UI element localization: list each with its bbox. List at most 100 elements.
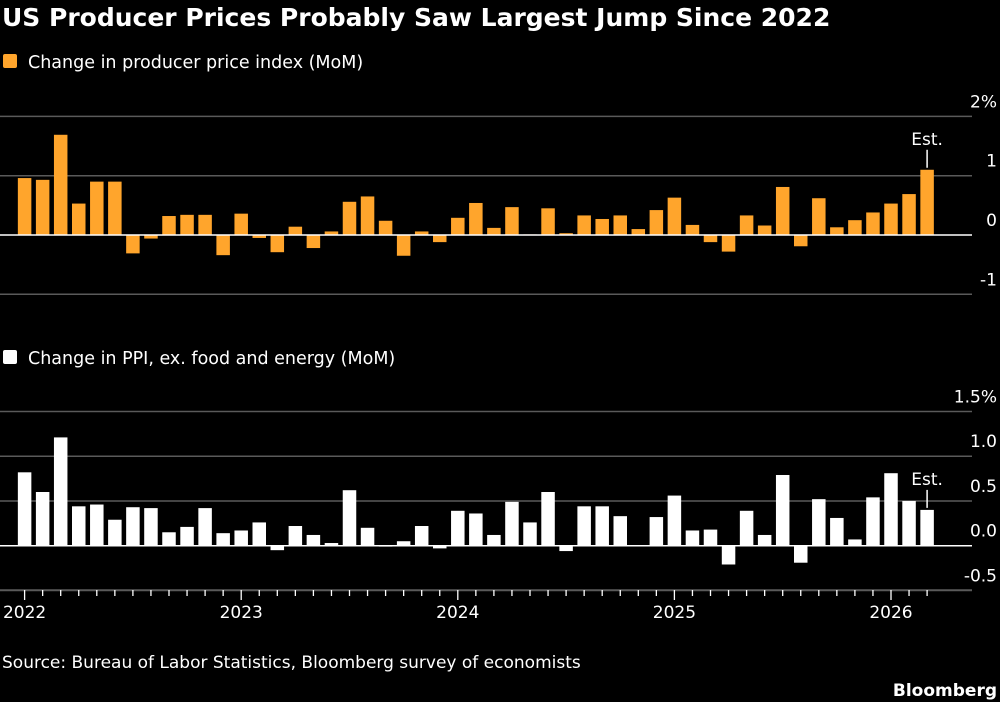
y-tick-label: 0.0 <box>970 522 997 542</box>
bar <box>721 545 736 565</box>
bloomberg-logo: Bloomberg <box>893 681 997 701</box>
y-tick-label: 1 <box>986 152 997 172</box>
bar <box>378 220 393 235</box>
bar <box>505 501 519 546</box>
bar <box>685 530 700 546</box>
bar <box>451 510 465 546</box>
bar <box>198 508 212 546</box>
bar <box>613 516 627 546</box>
bar <box>72 506 86 546</box>
bar <box>17 178 32 235</box>
bar <box>884 473 898 546</box>
annotation-est: Est. <box>911 130 943 150</box>
bar <box>830 227 844 235</box>
bar <box>757 534 772 546</box>
bar <box>144 508 158 546</box>
bar <box>703 235 718 243</box>
bar <box>559 545 573 552</box>
bar <box>469 513 483 546</box>
bar <box>613 215 627 235</box>
bar <box>396 235 411 256</box>
bar <box>541 492 555 546</box>
bar <box>108 519 122 546</box>
bar <box>90 181 104 235</box>
bar <box>53 437 68 546</box>
bar <box>577 506 591 546</box>
y-tick-label: 0 <box>986 211 997 231</box>
bar <box>775 186 790 235</box>
source-note: Source: Bureau of Labor Statistics, Bloo… <box>2 653 581 673</box>
bar <box>866 497 880 546</box>
bar <box>342 201 357 235</box>
bar <box>433 545 447 549</box>
bar <box>180 526 194 546</box>
bar <box>288 526 303 546</box>
bar <box>414 231 429 235</box>
bar <box>505 207 519 235</box>
y-tick-label: 1.5% <box>954 387 997 407</box>
bar <box>577 215 591 235</box>
bar <box>866 212 880 235</box>
bar <box>541 208 555 235</box>
bar <box>234 530 248 546</box>
bar <box>902 500 916 546</box>
y-tick-label: -0.5 <box>964 566 997 586</box>
bar <box>53 134 68 235</box>
y-tick-label: 0.5 <box>970 477 997 497</box>
bar <box>559 233 573 235</box>
legend-swatch-ppi <box>3 54 17 68</box>
bar <box>414 526 429 546</box>
bar <box>162 532 176 546</box>
bar <box>703 529 718 546</box>
bar <box>35 179 50 235</box>
bar <box>433 235 447 243</box>
bar <box>487 227 501 235</box>
bar <box>595 506 609 546</box>
bar <box>667 197 682 235</box>
bar <box>360 527 375 546</box>
bar <box>920 509 934 546</box>
bar <box>902 194 916 235</box>
y-tick-label: 2% <box>970 92 997 112</box>
annotation-est: Est. <box>911 470 943 490</box>
bar <box>126 507 140 546</box>
bar <box>306 235 321 249</box>
bar <box>848 220 862 235</box>
bar <box>144 235 158 239</box>
bar <box>721 235 736 252</box>
bar <box>324 543 339 546</box>
bar <box>35 492 50 546</box>
bar <box>812 198 826 235</box>
x-tick-label: 2024 <box>436 603 479 623</box>
bar <box>396 541 411 546</box>
bar <box>198 214 212 235</box>
y-tick-label: -1 <box>980 270 997 290</box>
bar <box>126 235 140 254</box>
legend-label-ppi: Change in producer price index (MoM) <box>28 53 363 73</box>
bar <box>342 490 357 546</box>
bar <box>757 225 772 235</box>
bar <box>108 181 122 235</box>
y-tick-label: 1.0 <box>970 432 997 452</box>
bar <box>469 202 483 235</box>
bar <box>270 235 285 253</box>
bar <box>775 474 790 546</box>
bar <box>270 545 285 551</box>
bar <box>794 235 808 247</box>
bar <box>739 510 754 546</box>
chart-title: US Producer Prices Probably Saw Largest … <box>2 3 830 32</box>
x-tick-label: 2026 <box>869 603 912 623</box>
bar <box>830 517 844 546</box>
bar <box>884 203 898 235</box>
bar <box>595 218 609 235</box>
bar <box>667 495 682 546</box>
legend-swatch-core-ppi <box>3 350 17 364</box>
bar <box>812 499 826 546</box>
bar <box>252 522 266 546</box>
bar <box>631 229 646 235</box>
bar <box>523 522 537 546</box>
legend-label-core-ppi: Change in PPI, ex. food and energy (MoM) <box>28 349 395 369</box>
bar <box>252 235 266 238</box>
bar <box>920 169 934 235</box>
